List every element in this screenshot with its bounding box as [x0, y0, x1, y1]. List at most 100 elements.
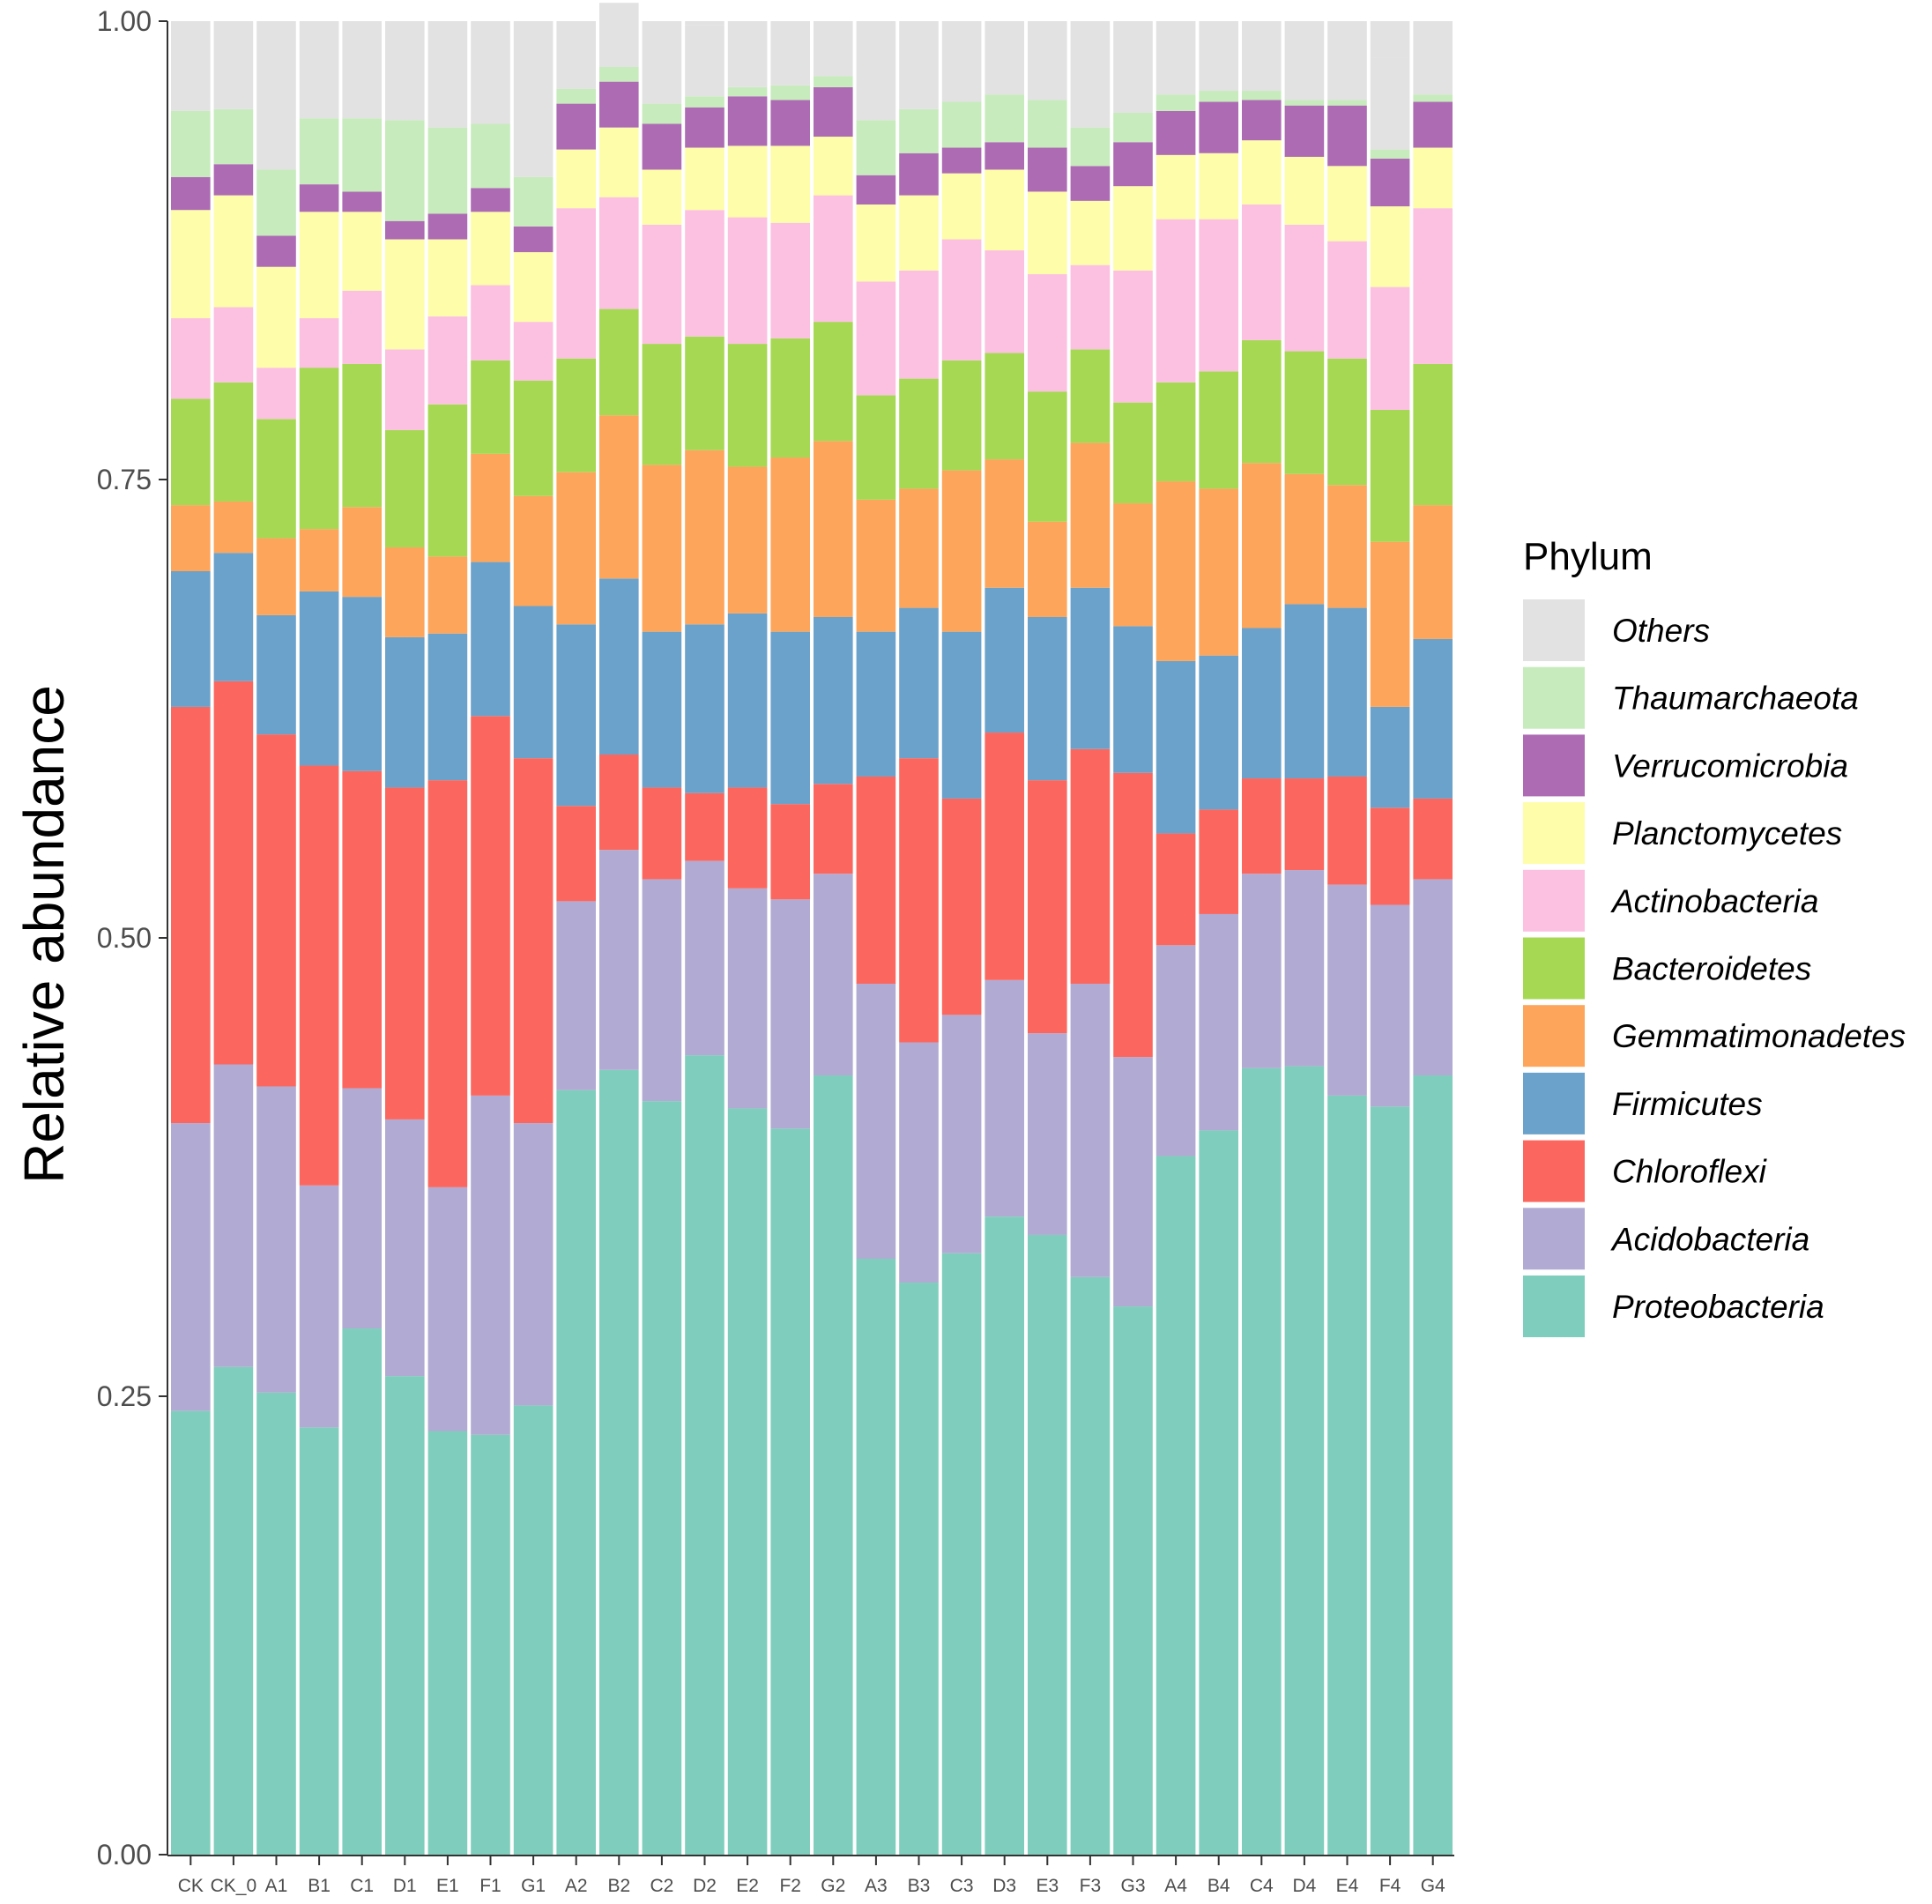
- bar-CK_0-Verrucomicrobia: [213, 164, 254, 196]
- bar-A1-Proteobacteria: [256, 1392, 296, 1855]
- bar-B1-Thaumarchaeota: [299, 118, 339, 185]
- bar-F1-Chloroflexi: [471, 716, 510, 1096]
- bar-F1-Others: [471, 21, 510, 124]
- bar-C3-Acidobacteria: [941, 1015, 982, 1253]
- bar-C2-Acidobacteria: [642, 879, 682, 1102]
- bar-F3-Firmicutes: [1070, 587, 1111, 749]
- bar-CK-Gemmatimonadetes: [171, 505, 211, 571]
- bar-G4-Acidobacteria: [1413, 879, 1453, 1075]
- bar-CK_0-Thaumarchaeota: [213, 108, 254, 165]
- bar-A1-Thaumarchaeota: [256, 169, 296, 236]
- bar-G1-Proteobacteria: [513, 1405, 554, 1855]
- bar-E1-Thaumarchaeota: [427, 127, 468, 214]
- bar-G1-Bacteroidetes: [513, 380, 554, 496]
- bar-A1-Acidobacteria: [256, 1086, 296, 1393]
- bar-C3-Proteobacteria: [941, 1253, 982, 1855]
- legend-label-actinobacteria: Actinobacteria: [1610, 883, 1818, 919]
- bar-D4-Acidobacteria: [1284, 870, 1325, 1067]
- bar-E4-Firmicutes: [1327, 607, 1367, 777]
- bar-C1-Proteobacteria: [342, 1328, 382, 1855]
- bar-E4-Thaumarchaeota: [1327, 100, 1367, 106]
- bar-C1-Actinobacteria: [342, 290, 382, 364]
- y-tick-label: 0.50: [97, 922, 152, 954]
- bar-F3-Chloroflexi: [1070, 748, 1111, 984]
- bar-E2-Firmicutes: [727, 613, 768, 788]
- bar-F2-Proteobacteria: [770, 1128, 810, 1855]
- bar-B1-Proteobacteria: [299, 1427, 339, 1855]
- bar-A3-Thaumarchaeota: [856, 120, 896, 175]
- bar-B3-Planctomycetes: [899, 195, 939, 271]
- bar-E4-Gemmatimonadetes: [1327, 485, 1367, 608]
- bar-E2-Actinobacteria: [727, 217, 768, 345]
- bar-F4-Others: [1370, 57, 1410, 150]
- bar-B1-Gemmatimonadetes: [299, 529, 339, 591]
- legend-key-chloroflexi: [1523, 1140, 1585, 1202]
- bar-F2-Bacteroidetes: [770, 338, 810, 458]
- bar-D1-Verrucomicrobia: [385, 220, 425, 240]
- x-tick-label-C1: C1: [350, 1876, 374, 1896]
- bar-CK-Bacteroidetes: [171, 398, 211, 506]
- bar-E3-Firmicutes: [1028, 617, 1067, 781]
- bar-C4-Thaumarchaeota: [1242, 91, 1282, 100]
- bar-A1-Chloroflexi: [256, 734, 296, 1087]
- bar-A4-Bacteroidetes: [1155, 382, 1196, 482]
- bar-F1-Verrucomicrobia: [471, 188, 510, 212]
- x-tick-label-G2: G2: [821, 1876, 845, 1896]
- bar-F3-Verrucomicrobia: [1070, 166, 1111, 201]
- bar-D3-Bacteroidetes: [985, 353, 1024, 460]
- bar-D1-Actinobacteria: [385, 349, 425, 430]
- bar-G4-Verrucomicrobia: [1413, 101, 1453, 148]
- bar-E2-Acidobacteria: [727, 888, 768, 1109]
- bar-D3-Acidobacteria: [985, 979, 1024, 1217]
- x-tick-label-A2: A2: [565, 1876, 588, 1896]
- bar-A3-Planctomycetes: [856, 205, 896, 282]
- bar-C3-Planctomycetes: [941, 173, 982, 240]
- bar-B4-Others: [1199, 21, 1238, 92]
- bar-CK_0-Firmicutes: [213, 553, 254, 681]
- bar-A2-Chloroflexi: [556, 806, 596, 902]
- bar-B2-Planctomycetes: [599, 127, 639, 197]
- x-tick-label-E1: E1: [436, 1876, 459, 1896]
- bar-E1-Acidobacteria: [427, 1186, 468, 1432]
- bar-G2-Firmicutes: [814, 617, 853, 785]
- legend-label-verrucomicrobia: Verrucomicrobia: [1612, 747, 1848, 784]
- bar-B3-Chloroflexi: [899, 758, 939, 1043]
- bar-A3-Bacteroidetes: [856, 395, 896, 500]
- x-tick-label-CK_0: CK_0: [211, 1876, 257, 1896]
- bar-G2-Verrucomicrobia: [814, 86, 853, 138]
- bar-C4-Planctomycetes: [1242, 140, 1282, 205]
- bar-D3-Verrucomicrobia: [985, 142, 1024, 170]
- bar-E3-Proteobacteria: [1028, 1234, 1067, 1855]
- bar-B2-Proteobacteria: [599, 1069, 639, 1855]
- bar-F1-Proteobacteria: [471, 1434, 510, 1855]
- bar-C2-Firmicutes: [642, 631, 682, 788]
- bar-B4-Proteobacteria: [1199, 1130, 1238, 1855]
- bar-F4-Thaumarchaeota: [1370, 149, 1410, 159]
- bar-C1-Firmicutes: [342, 597, 382, 771]
- bar-F3-Bacteroidetes: [1070, 349, 1111, 443]
- bar-A3-Acidobacteria: [856, 984, 896, 1259]
- bar-E3-Bacteroidetes: [1028, 391, 1067, 522]
- bar-F1-Gemmatimonadetes: [471, 453, 510, 562]
- x-tick-label-G4: G4: [1421, 1876, 1445, 1896]
- bar-F2-Gemmatimonadetes: [770, 457, 810, 632]
- bar-D4-Thaumarchaeota: [1284, 100, 1325, 106]
- bar-C3-Thaumarchaeota: [941, 101, 982, 148]
- bar-C1-Chloroflexi: [342, 770, 382, 1089]
- bar-C2-Thaumarchaeota: [642, 103, 682, 124]
- bar-E4-Planctomycetes: [1327, 166, 1367, 242]
- legend-key-proteobacteria: [1523, 1276, 1585, 1337]
- bar-E2-Gemmatimonadetes: [727, 466, 768, 614]
- bar-C4-Others: [1242, 21, 1282, 92]
- bar-F2-Chloroflexi: [770, 804, 810, 900]
- bar-D2-remainder: [685, 21, 724, 26]
- bar-D2-Actinobacteria: [685, 210, 724, 337]
- bar-G1-Verrucomicrobia: [513, 226, 554, 253]
- bar-C2-Others: [642, 21, 682, 104]
- bar-B4-Actinobacteria: [1199, 219, 1238, 372]
- bar-C1-Bacteroidetes: [342, 363, 382, 508]
- legend-key-acidobacteria: [1523, 1208, 1585, 1270]
- bar-A1-Firmicutes: [256, 614, 296, 735]
- bar-F2-Planctomycetes: [770, 145, 810, 223]
- y-tick-label: 1.00: [97, 5, 152, 37]
